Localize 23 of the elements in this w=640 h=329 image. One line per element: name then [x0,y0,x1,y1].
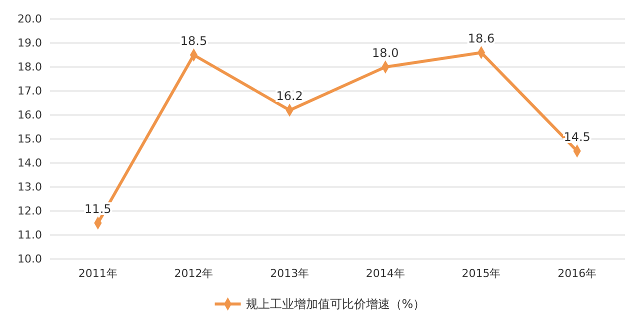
data-label: 18.5 [180,34,208,48]
x-tick-label: 2013年 [270,266,310,280]
y-tick-label: 10.0 [18,252,42,266]
data-label: 18.0 [372,46,399,60]
x-tick-label: 2014年 [366,266,405,280]
legend-label: 规上工业增加值可比价增速（%） [246,297,426,311]
y-tick-label: 15.0 [18,132,42,146]
data-label: 14.5 [564,130,590,144]
y-tick-label: 11.0 [18,228,42,242]
y-tick-label: 19.0 [18,36,42,50]
x-tick-label: 2011年 [78,266,118,280]
x-tick-label: 2012年 [174,266,214,280]
data-label: 18.6 [468,32,495,46]
x-tick-label: 2015年 [462,266,501,280]
data-label: 16.2 [276,89,303,104]
x-tick-label: 2016年 [558,266,597,280]
y-tick-label: 17.0 [18,84,42,98]
y-tick-label: 14.0 [18,156,42,170]
y-tick-label: 16.0 [18,108,42,122]
y-tick-label: 18.0 [18,60,42,74]
y-tick-label: 13.0 [18,180,42,194]
y-tick-label: 12.0 [18,204,42,218]
y-tick-label: 20.0 [18,12,42,26]
